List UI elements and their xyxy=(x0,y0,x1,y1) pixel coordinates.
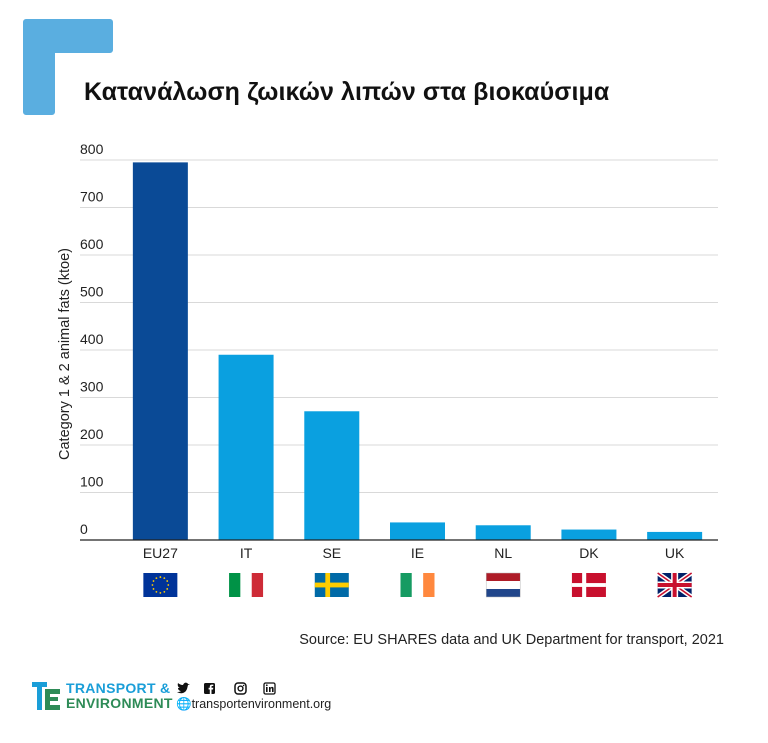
italy-flag-icon xyxy=(229,573,264,597)
y-tick-label: 700 xyxy=(80,189,104,205)
y-tick-label: 500 xyxy=(80,284,104,300)
sweden-flag-icon xyxy=(314,573,349,597)
netherlands-flag-icon xyxy=(485,572,521,598)
bar xyxy=(390,522,445,540)
denmark-flag-icon xyxy=(571,573,606,597)
facebook-icon[interactable] xyxy=(204,683,215,694)
brand-corner-shape xyxy=(23,19,113,115)
te-logo-icon xyxy=(32,682,60,710)
linkedin-icon[interactable] xyxy=(263,682,276,695)
x-tick-label: EU27 xyxy=(143,545,178,561)
twitter-icon[interactable] xyxy=(177,682,190,694)
y-tick-label: 400 xyxy=(80,331,104,347)
y-tick-label: 300 xyxy=(80,379,104,395)
instagram-icon[interactable] xyxy=(234,682,247,695)
x-tick-label: IT xyxy=(240,545,253,561)
x-tick-label: IE xyxy=(411,545,424,561)
social-icons xyxy=(177,682,276,695)
bar xyxy=(132,162,188,540)
eu-flag-icon xyxy=(143,573,178,597)
bar xyxy=(561,529,617,540)
y-tick-label: 600 xyxy=(80,236,104,252)
x-tick-label: SE xyxy=(322,545,341,561)
x-tick-label: DK xyxy=(579,545,599,561)
y-tick-label: 100 xyxy=(80,474,104,490)
x-tick-label: NL xyxy=(494,545,512,561)
brand-name: TRANSPORT & ENVIRONMENT xyxy=(66,681,173,711)
bar xyxy=(218,354,274,540)
bar xyxy=(475,525,531,540)
y-axis-label: Category 1 & 2 animal fats (ktoe) xyxy=(57,248,73,460)
website[interactable]: 🌐transportenvironment.org xyxy=(176,697,331,712)
bar xyxy=(304,411,360,540)
footer: TRANSPORT & ENVIRONMENT 🌐transportenviro… xyxy=(30,680,370,714)
chart-title: Κατανάλωση ζωικών λιπών στα βιοκαύσιμα xyxy=(84,78,610,106)
y-tick-label: 200 xyxy=(80,426,104,442)
y-tick-label: 800 xyxy=(80,141,104,157)
source-note: Source: EU SHARES data and UK Department… xyxy=(299,632,724,648)
website-link[interactable]: transportenvironment.org xyxy=(191,697,332,711)
y-tick-label: 0 xyxy=(80,521,88,537)
globe-icon: 🌐 xyxy=(176,697,192,711)
brand-line2: ENVIRONMENT xyxy=(66,695,173,711)
bar-chart: 0 100 200 300 400 500 600 700 800 Category 1 & 2 … xyxy=(57,141,718,599)
bar xyxy=(647,531,703,540)
ireland-flag-icon xyxy=(400,573,435,597)
x-tick-label: UK xyxy=(665,545,685,561)
uk-flag-icon xyxy=(656,571,693,599)
brand-line1: TRANSPORT & xyxy=(66,680,171,696)
